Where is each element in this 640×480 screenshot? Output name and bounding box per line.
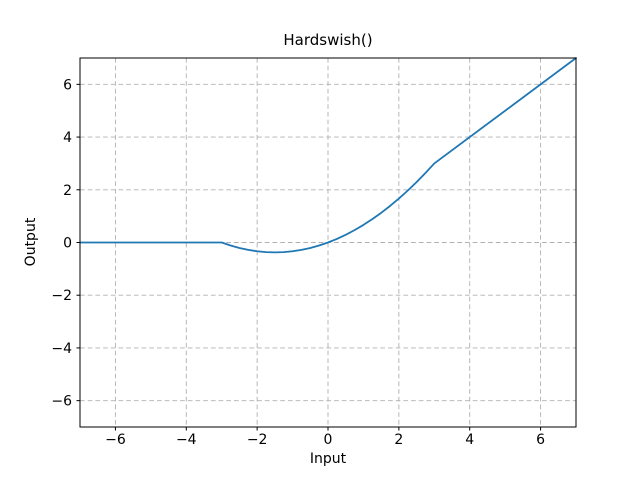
x-tick-label: 2 (394, 432, 403, 448)
x-tick-label: −4 (176, 432, 197, 448)
y-tick-label: 6 (63, 77, 72, 93)
chart-title: Hardswish() (283, 31, 373, 49)
y-tick-label: −4 (51, 341, 72, 357)
y-tick-label: −2 (51, 288, 72, 304)
y-tick-label: 4 (63, 130, 72, 146)
y-tick-label: 2 (63, 183, 72, 199)
x-axis-label: Input (309, 451, 347, 467)
x-tick-label: 6 (536, 432, 545, 448)
x-tick-label: −6 (105, 432, 126, 448)
x-tick-label: 4 (465, 432, 474, 448)
x-tick-label: 0 (324, 432, 333, 448)
y-tick-label: 0 (63, 236, 72, 252)
y-tick-label: −6 (51, 394, 72, 410)
y-axis-label: Output (23, 217, 39, 267)
x-tick-label: −2 (247, 432, 268, 448)
hardswish-curve (79, 57, 577, 254)
